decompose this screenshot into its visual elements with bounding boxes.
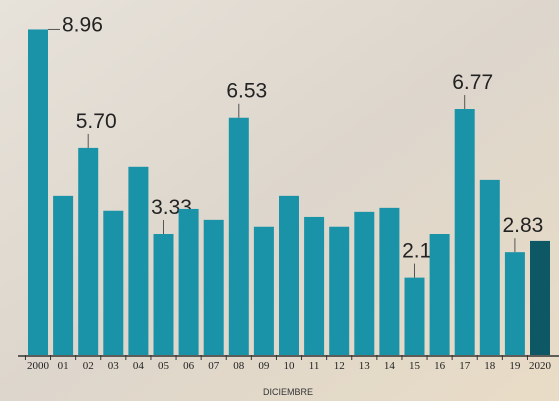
x-tick-label: 14 bbox=[384, 360, 396, 372]
bar bbox=[178, 208, 199, 355]
bar bbox=[479, 179, 500, 355]
x-tick-label: 18 bbox=[484, 360, 496, 372]
bar bbox=[128, 166, 149, 355]
x-tick-label: 03 bbox=[108, 360, 120, 372]
x-tick-label: 15 bbox=[409, 360, 421, 372]
bar bbox=[454, 109, 475, 355]
x-tick-label: 16 bbox=[434, 360, 446, 372]
x-tick-label: 19 bbox=[509, 360, 521, 372]
bar bbox=[103, 210, 124, 355]
x-tick-label: 2000 bbox=[27, 360, 50, 372]
bar bbox=[203, 219, 224, 355]
bar bbox=[504, 252, 525, 355]
bar bbox=[28, 29, 48, 355]
bar bbox=[153, 234, 174, 355]
x-tick-label: 06 bbox=[183, 360, 195, 372]
x-tick-label: 12 bbox=[334, 360, 345, 372]
bar bbox=[53, 195, 74, 355]
bar bbox=[304, 216, 325, 355]
x-tick-label: 04 bbox=[133, 360, 145, 372]
value-label: 6.53 bbox=[226, 80, 267, 103]
value-label: 5.70 bbox=[76, 110, 117, 133]
x-axis-label: DICIEMBRE bbox=[263, 387, 313, 397]
x-tick-label: 08 bbox=[233, 360, 245, 372]
x-tick-label: 10 bbox=[284, 360, 296, 372]
x-tick-label: 2020 bbox=[529, 360, 552, 372]
x-tick-label: 17 bbox=[459, 360, 471, 372]
value-label: 6.77 bbox=[452, 71, 493, 94]
x-tick-label: 09 bbox=[258, 360, 270, 372]
bar bbox=[253, 226, 274, 355]
bar bbox=[329, 226, 350, 355]
bar bbox=[228, 117, 249, 355]
bar bbox=[279, 195, 299, 355]
bar bbox=[429, 234, 450, 355]
x-tick-label: 05 bbox=[158, 360, 170, 372]
x-tick-label: 02 bbox=[83, 360, 94, 372]
bar bbox=[379, 207, 400, 355]
value-label: 8.96 bbox=[62, 13, 103, 36]
bar bbox=[530, 240, 550, 355]
x-tick-label: 13 bbox=[359, 360, 371, 372]
bar bbox=[404, 277, 425, 355]
x-tick-label: 01 bbox=[58, 360, 69, 372]
value-label: 2.83 bbox=[502, 214, 543, 237]
bar bbox=[78, 147, 99, 355]
x-tick-label: 11 bbox=[309, 360, 320, 372]
x-tick-label: 07 bbox=[208, 360, 220, 372]
bar bbox=[354, 211, 375, 355]
